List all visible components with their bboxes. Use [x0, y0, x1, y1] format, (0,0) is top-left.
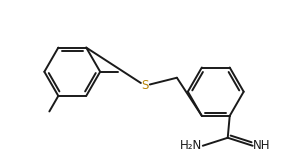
Text: S: S: [141, 79, 149, 92]
Text: H₂N: H₂N: [180, 139, 202, 152]
Text: NH: NH: [253, 139, 270, 152]
